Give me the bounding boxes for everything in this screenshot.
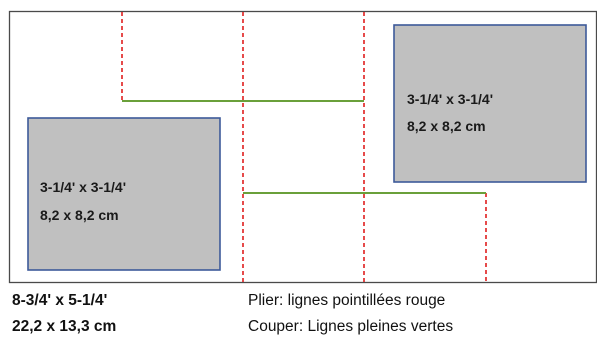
box-right-size-metric: 8,2 x 8,2 cm (407, 118, 486, 134)
card-size-imperial: 8-3/4' x 5-1/4' (12, 292, 108, 309)
box-right-size-imperial: 3-1/4' x 3-1/4' (407, 91, 493, 107)
card-size-metric: 22,2 x 13,3 cm (12, 318, 117, 335)
box-left-rect (27, 117, 221, 271)
legend-cut-instruction: Couper: Lignes pleines vertes (248, 318, 454, 335)
box-right-rect (393, 24, 587, 183)
box-left-size-metric: 8,2 x 8,2 cm (40, 207, 119, 223)
box-left: 3-1/4' x 3-1/4' 8,2 x 8,2 cm (27, 117, 221, 271)
box-right: 3-1/4' x 3-1/4' 8,2 x 8,2 cm (393, 24, 587, 183)
legend-fold-instruction: Plier: lignes pointillées rouge (248, 292, 446, 309)
box-left-size-imperial: 3-1/4' x 3-1/4' (40, 179, 126, 195)
